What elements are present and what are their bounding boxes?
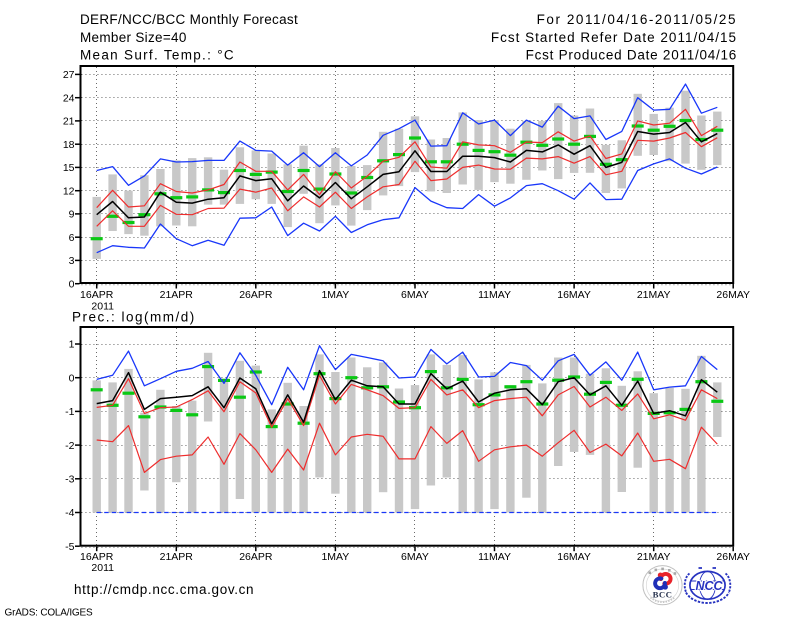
svg-text:21MAY: 21MAY — [637, 551, 671, 563]
svg-text:-2: -2 — [65, 440, 74, 452]
svg-text:26APR: 26APR — [239, 289, 273, 301]
svg-text:16APR: 16APR — [80, 551, 114, 563]
svg-text:2011: 2011 — [91, 562, 114, 574]
svg-text:6MAY: 6MAY — [401, 289, 429, 301]
svg-text:http://cmdp.ncc.cma.gov.cn: http://cmdp.ncc.cma.gov.cn — [74, 582, 254, 597]
svg-text:15: 15 — [63, 162, 75, 174]
svg-text:-4: -4 — [65, 507, 74, 519]
svg-text:2011: 2011 — [91, 301, 114, 313]
svg-text:1MAY: 1MAY — [321, 551, 349, 563]
svg-text:26MAY: 26MAY — [716, 551, 750, 563]
svg-text:Fcst Started Refer Date 2011/0: Fcst Started Refer Date 2011/04/15 — [491, 30, 737, 45]
svg-text:1: 1 — [69, 339, 75, 351]
svg-text:21APR: 21APR — [160, 551, 194, 563]
svg-text:6MAY: 6MAY — [401, 551, 429, 563]
svg-text:21: 21 — [63, 116, 75, 128]
svg-text:21APR: 21APR — [160, 289, 194, 301]
svg-text:16MAY: 16MAY — [557, 551, 591, 563]
svg-text:For 2011/04/16-2011/05/25: For 2011/04/16-2011/05/25 — [537, 12, 737, 27]
svg-text:16MAY: 16MAY — [557, 289, 591, 301]
svg-text:26MAY: 26MAY — [716, 289, 750, 301]
svg-text:11MAY: 11MAY — [478, 551, 511, 563]
svg-text:1MAY: 1MAY — [321, 289, 349, 301]
svg-text:-1: -1 — [65, 406, 74, 418]
svg-text:NCC: NCC — [695, 579, 723, 593]
svg-text:11MAY: 11MAY — [478, 289, 511, 301]
svg-text:26APR: 26APR — [239, 551, 273, 563]
svg-text:6: 6 — [69, 232, 75, 244]
svg-text:12: 12 — [63, 185, 75, 197]
svg-text:GrADS: COLA/IGES: GrADS: COLA/IGES — [5, 607, 93, 618]
svg-text:-5: -5 — [65, 541, 74, 553]
svg-text:24: 24 — [63, 92, 75, 104]
svg-text:16APR: 16APR — [80, 289, 114, 301]
svg-text:BCC: BCC — [653, 589, 673, 599]
svg-text:-3: -3 — [65, 474, 74, 486]
svg-text:Fcst Produced Date 2011/04/16: Fcst Produced Date 2011/04/16 — [526, 48, 737, 63]
svg-text:21MAY: 21MAY — [637, 289, 671, 301]
svg-text:Prec.: log(mm/d): Prec.: log(mm/d) — [72, 309, 196, 324]
svg-text:9: 9 — [69, 209, 75, 221]
svg-text:0: 0 — [69, 372, 75, 384]
svg-text:3: 3 — [69, 255, 75, 267]
svg-text:0: 0 — [69, 278, 75, 290]
svg-text:Mean Surf. Temp.: °C: Mean Surf. Temp.: °C — [80, 48, 235, 63]
svg-text:Member Size=40: Member Size=40 — [80, 30, 187, 45]
svg-text:18: 18 — [63, 139, 75, 151]
svg-text:27: 27 — [63, 69, 75, 81]
svg-text:DERF/NCC/BCC Monthly Forecast: DERF/NCC/BCC Monthly Forecast — [80, 12, 298, 27]
